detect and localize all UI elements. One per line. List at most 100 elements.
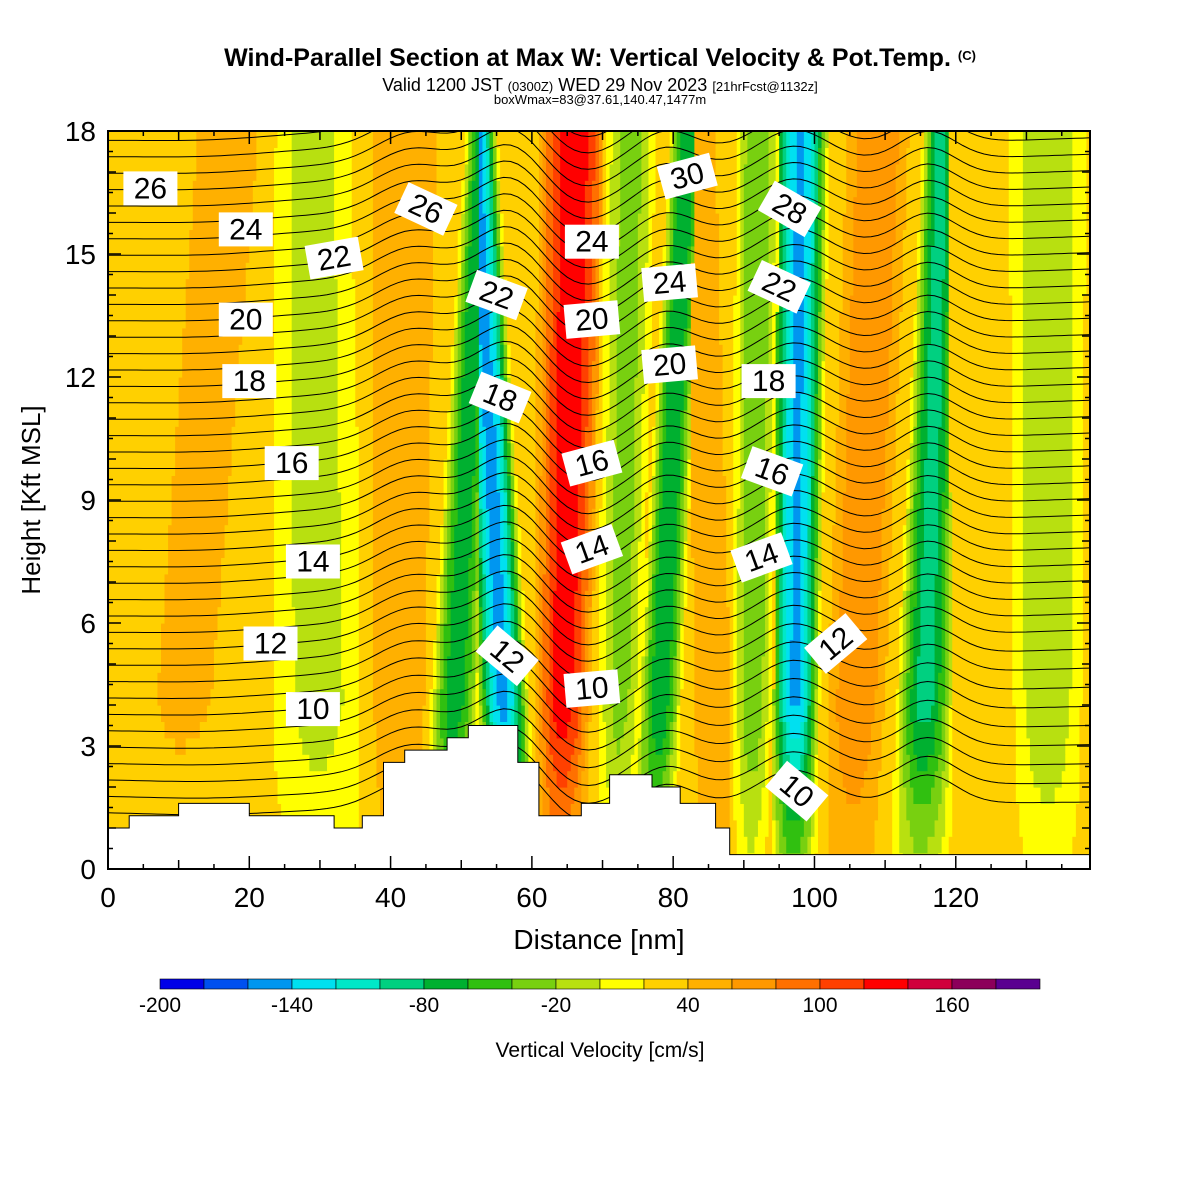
velocity-cell [609,278,618,296]
velocity-cell [535,655,540,673]
velocity-cell [909,639,914,657]
velocity-cell [581,573,589,591]
velocity-cell [595,327,600,345]
velocity-cell [599,705,604,722]
velocity-cell [655,573,674,591]
velocity-cell [457,377,462,394]
velocity-cell [574,787,582,804]
velocity-cell [729,787,734,804]
velocity-cell [810,131,816,148]
velocity-cell [175,737,187,755]
velocity-cell [736,688,745,706]
velocity-cell [503,573,508,591]
velocity-cell [274,262,293,280]
velocity-cell [588,508,593,526]
velocity-cell [524,590,537,608]
velocity-cell [669,688,674,706]
velocity-cell [768,213,777,230]
velocity-cell [337,344,356,362]
velocity-cell [493,705,501,722]
velocity-cell [828,196,847,214]
velocity-cell [542,754,547,772]
velocity-cell [789,393,794,411]
velocity-cell [800,836,809,854]
velocity-cell [683,672,695,690]
velocity-cell [736,163,741,181]
velocity-cell [895,459,907,476]
velocity-cell [782,655,787,673]
colorbar-tick-label: 40 [676,994,699,1017]
velocity-cell [733,754,741,772]
velocity-cell [489,213,494,230]
velocity-cell [651,229,667,247]
velocity-cell [694,229,720,247]
velocity-cell [627,705,635,722]
velocity-cell [447,475,452,493]
isentrope-line [108,13,1090,75]
velocity-cell [941,409,946,427]
velocity-cell [793,475,801,493]
velocity-cell [902,623,907,640]
velocity-cell [779,655,784,673]
velocity-cell [807,475,812,493]
velocity-cell [606,655,614,673]
velocity-cell [464,245,469,263]
velocity-cell [796,147,805,165]
isentrope-label: 12 [243,626,298,661]
velocity-cell [1072,295,1084,312]
velocity-cell [461,229,466,247]
velocity-cell [818,311,823,329]
velocity-cell [372,541,427,558]
velocity-cell [507,327,537,345]
velocity-cell [878,803,893,821]
velocity-cell [1072,229,1088,247]
velocity-cell [892,770,900,788]
velocity-cell [680,639,685,657]
velocity-cell [535,672,540,690]
velocity-cell [468,262,480,280]
velocity-cell [485,557,491,575]
velocity-cell [440,721,448,739]
velocity-cell [740,426,745,444]
velocity-cell [425,557,441,575]
isentrope-label: 30 [656,152,718,200]
velocity-cell [507,344,512,362]
velocity-cell [715,163,738,181]
velocity-cell [514,541,519,558]
velocity-cell [1072,426,1084,444]
velocity-cell [923,295,929,312]
velocity-cell [775,573,780,591]
velocity-cell [662,491,678,509]
velocity-cell [447,688,466,706]
velocity-cell [676,590,681,608]
velocity-cell [651,672,671,690]
y-tick-label: 0 [80,854,96,885]
velocity-cell [591,377,600,394]
velocity-cell [913,491,922,509]
velocity-cell [334,180,353,198]
velocity-cell [828,803,879,821]
velocity-cell [789,344,794,362]
velocity-cell [878,639,890,657]
velocity-cell [952,721,1017,739]
velocity-cell [772,606,777,624]
velocity-cell [196,131,257,148]
x-tick-label: 120 [932,882,979,913]
velocity-cell [920,606,936,624]
velocity-cell [818,393,823,411]
velocity-cell [157,688,212,706]
velocity-cell [443,590,448,608]
velocity-cell [669,229,674,247]
velocity-cell [496,344,501,362]
velocity-cell [651,721,667,739]
velocity-cell [768,655,773,673]
isentrope-line [108,472,1090,535]
velocity-cell [934,606,943,624]
velocity-cell [538,524,547,542]
velocity-cell [450,491,455,509]
velocity-cell [736,819,745,837]
velocity-cell [687,393,692,411]
velocity-cell [772,393,777,411]
velocity-cell [941,557,946,575]
velocity-cell [503,245,540,263]
